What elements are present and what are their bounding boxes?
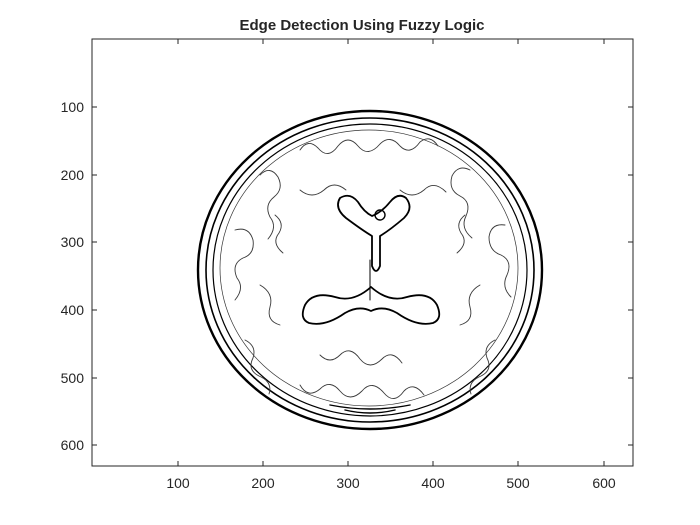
y-tick-label: 600	[61, 437, 85, 453]
y-axis: 100 200 300 400 500 600	[61, 99, 633, 453]
ventricle-upper	[337, 194, 411, 272]
x-axis: 100 200 300 400 500 600	[166, 39, 616, 491]
y-tick-label: 100	[61, 99, 85, 115]
axes-frame	[91, 38, 634, 467]
y-tick-label: 400	[61, 302, 85, 318]
x-tick-label: 100	[166, 475, 190, 491]
skull-outer-edge	[196, 109, 544, 431]
ventricle-lower	[301, 286, 441, 325]
cortical-folds	[234, 138, 512, 399]
y-tick-label: 200	[61, 167, 85, 183]
lower-edge-fragments	[329, 404, 411, 414]
x-tick-label: 600	[592, 475, 616, 491]
ventricles	[301, 194, 441, 325]
x-tick-label: 500	[506, 475, 530, 491]
x-tick-label: 300	[336, 475, 360, 491]
x-tick-label: 400	[421, 475, 445, 491]
skull-inner-edge	[205, 117, 535, 423]
x-tick-label: 200	[251, 475, 275, 491]
y-tick-label: 500	[61, 370, 85, 386]
y-tick-label: 300	[61, 234, 85, 250]
brain-inner-boundary-edge	[219, 129, 519, 407]
brain-edge-image	[196, 109, 544, 431]
brain-boundary-edge	[212, 123, 528, 417]
figure-title: Edge Detection Using Fuzzy Logic	[239, 17, 484, 34]
